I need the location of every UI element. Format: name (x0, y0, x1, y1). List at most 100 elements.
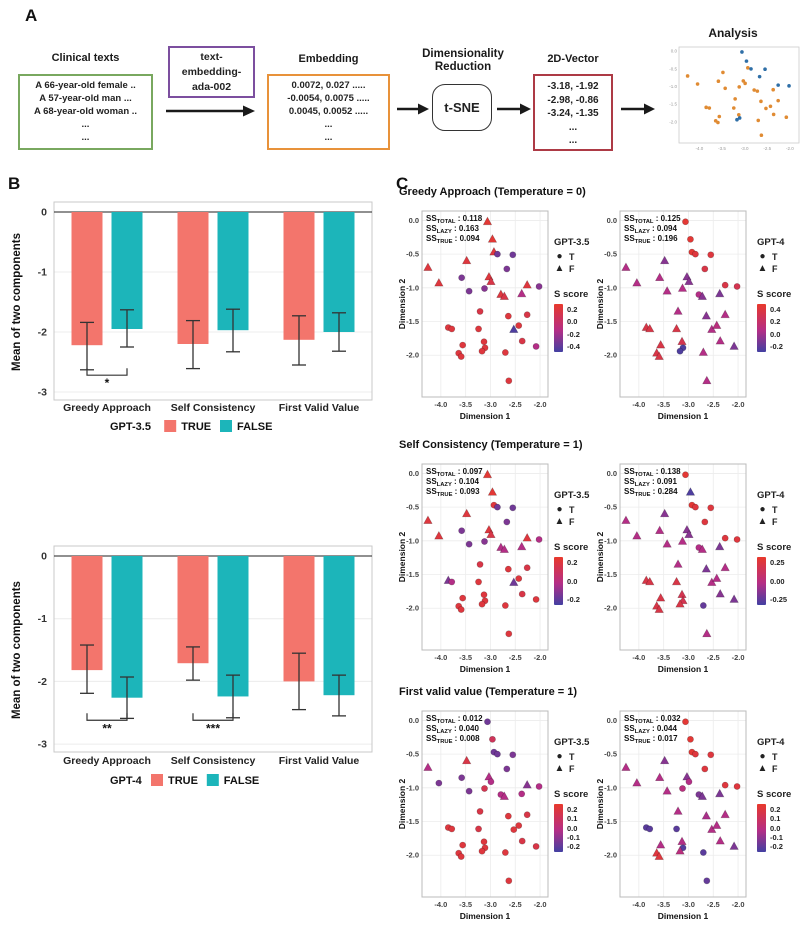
legend-model-label: GPT-4 (757, 490, 785, 501)
svg-text:-3.5: -3.5 (459, 400, 472, 409)
svg-text:SSLAZY : 0.091: SSLAZY : 0.091 (624, 477, 677, 488)
svg-text:-1.5: -1.5 (406, 317, 419, 326)
svg-text:-2.0: -2.0 (604, 604, 617, 613)
svg-text:SSTRUE : 0.284: SSTRUE : 0.284 (624, 487, 678, 498)
svg-text:Dimension 1: Dimension 1 (658, 411, 709, 421)
svg-text:Greedy Approach: Greedy Approach (63, 755, 151, 767)
svg-text:*: * (105, 376, 110, 390)
svg-text:-2.0: -2.0 (786, 146, 794, 151)
dimensionality-reduction-label: Dimensionality Reduction (422, 48, 504, 73)
svg-text:-1: -1 (38, 267, 47, 279)
scatter-firstvalid-gpt4: -4.0 -3.5 -3.0 -2.5 -2.0 0.0 -0.5 -1.0 -1.5 -2.0 D… (596, 710, 747, 921)
svg-text:-2.0: -2.0 (534, 400, 547, 409)
svg-text:-2.0: -2.0 (732, 900, 745, 909)
panel-b-label: B (8, 174, 21, 193)
legend-model-label: GPT-4 (757, 237, 785, 248)
svg-text:-1.0: -1.0 (604, 783, 617, 792)
clinical-texts-title: Clinical texts (51, 52, 120, 64)
svg-text:-2.0: -2.0 (732, 400, 745, 409)
svg-text:First Valid Value: First Valid Value (279, 755, 360, 767)
flow-arrow-4 (621, 103, 655, 115)
svg-text:0: 0 (41, 551, 47, 563)
color-scale-bar (554, 804, 563, 852)
flow-arrow-1 (166, 105, 255, 117)
svg-text:-1.5: -1.5 (604, 817, 617, 826)
svg-text:TRUE: TRUE (168, 775, 198, 787)
svg-text:SSTOTAL : 0.032: SSTOTAL : 0.032 (624, 714, 681, 725)
color-scale-labels: 0.2 0.0 -0.2 (567, 558, 580, 604)
svg-text:-1.5: -1.5 (406, 570, 419, 579)
svg-text:GPT-4: GPT-4 (110, 775, 143, 787)
triangle-glyph-icon: ▲ (554, 516, 565, 527)
analysis-title: Analysis (708, 26, 758, 40)
svg-text:Dimension 1: Dimension 1 (460, 664, 511, 674)
color-scale-labels: 0.2 0.1 0.0 -0.1 -0.2 (770, 805, 783, 851)
svg-text:-2.5: -2.5 (509, 653, 522, 662)
svg-text:0.0: 0.0 (409, 716, 419, 725)
svg-text:**: ** (102, 721, 112, 735)
svg-text:-2: -2 (38, 327, 47, 339)
svg-text:***: *** (206, 721, 220, 735)
svg-text:Self Consistency: Self Consistency (171, 402, 256, 414)
scatter-selfcons-gpt4: -4.0 -3.5 -3.0 -2.5 -2.0 0.0 -0.5 -1.0 -1.5 -2.0 D… (596, 463, 747, 674)
svg-text:-3.5: -3.5 (657, 653, 670, 662)
flow-arrow-3 (497, 103, 531, 115)
svg-text:-4.0: -4.0 (434, 653, 447, 662)
svg-text:SSLAZY : 0.094: SSLAZY : 0.094 (624, 224, 677, 235)
svg-text:-0.5: -0.5 (604, 503, 617, 512)
circle-glyph-icon: ● (556, 751, 563, 762)
circle-glyph-icon: ● (759, 504, 766, 515)
svg-text:-1.0: -1.0 (604, 536, 617, 545)
svg-text:-0.5: -0.5 (604, 250, 617, 259)
svg-text:First Valid Value: First Valid Value (279, 402, 360, 414)
tsne-box: t-SNE (432, 84, 492, 131)
panel-c-label: C (396, 174, 409, 193)
circle-glyph-icon: ● (759, 751, 766, 762)
svg-text:Greedy Approach: Greedy Approach (63, 402, 151, 414)
svg-text:-4.0: -4.0 (434, 900, 447, 909)
svg-text:SSTRUE : 0.008: SSTRUE : 0.008 (426, 734, 480, 745)
scatter-greedy-gpt4: -4.0 -3.5 -3.0 -2.5 -2.0 0.0 -0.5 -1.0 -1.5 -2.0 D… (596, 210, 747, 421)
svg-text:-1.0: -1.0 (406, 283, 419, 292)
svg-text:SSLAZY : 0.104: SSLAZY : 0.104 (426, 477, 479, 488)
s-score-title: S score (757, 542, 792, 553)
triangle-glyph-icon: ▲ (554, 763, 565, 774)
svg-text:0: 0 (41, 207, 47, 219)
s-score-title: S score (554, 289, 589, 300)
svg-text:-3.5: -3.5 (459, 900, 472, 909)
svg-text:-1.0: -1.0 (604, 283, 617, 292)
color-scale-bar (757, 804, 766, 852)
svg-text:-3.5: -3.5 (459, 653, 472, 662)
svg-text:-4.0: -4.0 (632, 653, 645, 662)
svg-text:-0.5: -0.5 (669, 66, 677, 71)
svg-text:Self Consistency: Self Consistency (171, 755, 256, 767)
triangle-glyph-icon: ▲ (757, 263, 768, 274)
row2-title: Self Consistency (Temperature = 1) (399, 439, 583, 451)
svg-text:-2.0: -2.0 (669, 119, 677, 124)
svg-text:-2.5: -2.5 (707, 400, 720, 409)
panel-a-label: A (25, 6, 38, 25)
analysis-mini-scatter: -4.0 -3.5 -3.0 -2.5 -2.0 0.0 -0.5 -1.0 -1.5 -2.0 (669, 46, 800, 151)
svg-text:-4.0: -4.0 (695, 146, 703, 151)
svg-text:-1: -1 (38, 613, 47, 625)
svg-text:-2: -2 (38, 676, 47, 688)
svg-text:SSTOTAL : 0.118: SSTOTAL : 0.118 (426, 214, 483, 225)
svg-text:-2.5: -2.5 (509, 900, 522, 909)
s-score-title: S score (554, 789, 589, 800)
svg-text:-1.0: -1.0 (669, 84, 677, 89)
scatter-greedy-gpt35: -4.0 -3.5 -3.0 -2.5 -2.0 0.0 -0.5 -1.0 -1.5 -2.0 D… (398, 210, 549, 421)
svg-text:0.0: 0.0 (409, 469, 419, 478)
embedding-title: Embedding (298, 53, 359, 65)
svg-text:-1.0: -1.0 (406, 536, 419, 545)
svg-text:Dimension 2: Dimension 2 (398, 531, 407, 582)
svg-text:SSTRUE : 0.093: SSTRUE : 0.093 (426, 487, 480, 498)
color-scale-labels: 0.2 0.1 0.0 -0.1 -0.2 (567, 805, 580, 851)
clinical-texts-box: A 66-year-old female .. A 57-year-old ma… (18, 74, 153, 150)
svg-text:SSTRUE : 0.196: SSTRUE : 0.196 (624, 234, 678, 245)
embedding-model-box: text- embedding- ada-002 (168, 46, 255, 98)
svg-text:SSLAZY : 0.163: SSLAZY : 0.163 (426, 224, 479, 235)
svg-text:Dimension 1: Dimension 1 (460, 411, 511, 421)
circle-glyph-icon: ● (759, 251, 766, 262)
svg-text:TRUE: TRUE (181, 421, 211, 433)
